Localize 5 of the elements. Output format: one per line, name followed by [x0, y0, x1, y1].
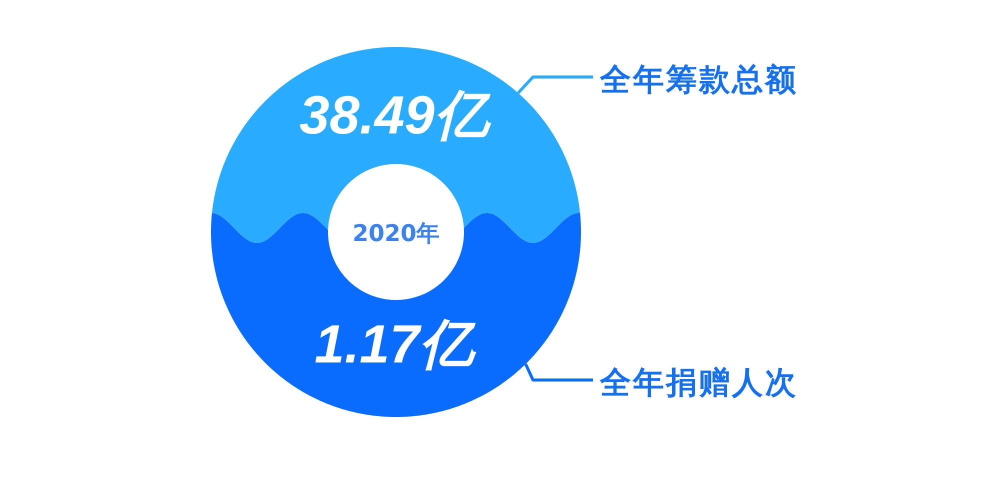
- text: 2020年: [352, 221, 440, 247]
- category-label: 全年捐赠人次: [599, 365, 798, 401]
- data-label: 1.17亿: [314, 314, 477, 374]
- data-label: 38.49亿: [299, 86, 492, 146]
- category-label: 全年筹款总额: [599, 62, 798, 98]
